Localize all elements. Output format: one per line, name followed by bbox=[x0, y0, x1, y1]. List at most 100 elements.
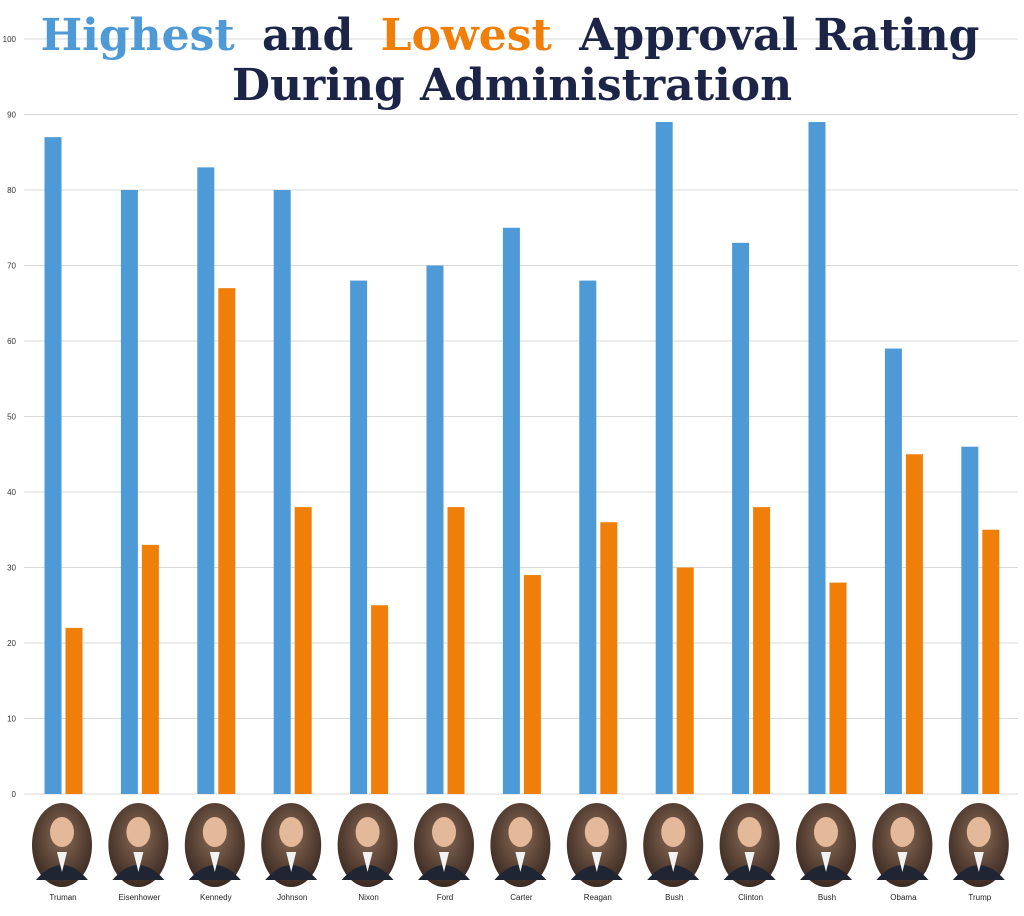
portrait-face bbox=[584, 817, 609, 847]
category-label: Kennedy bbox=[200, 893, 232, 902]
portrait-face bbox=[279, 817, 304, 847]
title-word-and: and bbox=[262, 10, 353, 61]
portrait-1 bbox=[32, 803, 92, 887]
category-label: Nixon bbox=[358, 893, 378, 902]
portrait-13 bbox=[948, 803, 1009, 887]
category-label: Johnson bbox=[277, 893, 307, 902]
bar-highest-5 bbox=[350, 280, 368, 795]
portrait-suit bbox=[265, 865, 318, 880]
portrait-suit bbox=[723, 865, 776, 880]
chart-title: Highest and Lowest Approval Rating Durin… bbox=[41, 10, 980, 111]
portrait-face bbox=[890, 817, 915, 847]
bar-lowest-9 bbox=[676, 567, 694, 794]
portrait-shirt bbox=[209, 852, 220, 872]
y-tick-label: 90 bbox=[7, 111, 16, 120]
portrait-suit bbox=[876, 865, 929, 880]
category-label: Truman bbox=[49, 893, 76, 902]
portrait-face bbox=[432, 817, 456, 847]
category-labels: Truman Eisenhower Kennedy Johnson Nixon Ford C… bbox=[49, 893, 991, 902]
y-tick-label: 80 bbox=[7, 186, 16, 195]
portrait-shirt bbox=[897, 852, 908, 872]
category-label: Trump bbox=[968, 893, 991, 902]
bar-highest-8 bbox=[579, 280, 597, 795]
title-word-approval-rating: Approval Rating bbox=[578, 10, 979, 61]
y-tick-label: 30 bbox=[7, 564, 16, 573]
portrait-5 bbox=[337, 803, 398, 887]
y-tick-label: 100 bbox=[3, 35, 17, 44]
category-label: Bush bbox=[665, 893, 683, 902]
bar-highest-6 bbox=[426, 265, 444, 794]
bar-lowest-8 bbox=[600, 522, 618, 794]
bar-highest-10 bbox=[732, 242, 750, 795]
bar-highest-7 bbox=[502, 227, 520, 794]
bar-highest-9 bbox=[655, 122, 673, 795]
portrait-shirt bbox=[591, 852, 602, 872]
title-line-1: Highest and Lowest Approval Rating bbox=[41, 10, 980, 61]
bar-lowest-11 bbox=[829, 582, 847, 794]
title-word-highest: Highest bbox=[41, 10, 236, 61]
portrait-face bbox=[508, 817, 533, 847]
bar-lowest-4 bbox=[294, 507, 312, 794]
portrait-6 bbox=[414, 803, 474, 887]
portrait-face bbox=[661, 817, 686, 847]
category-label: Reagan bbox=[584, 893, 612, 902]
gridlines bbox=[24, 38, 1018, 795]
category-label: Clinton bbox=[738, 893, 763, 902]
y-tick-label: 70 bbox=[7, 262, 16, 271]
title-word-lowest: Lowest bbox=[381, 10, 553, 61]
portrait-face bbox=[966, 817, 991, 847]
y-tick-label: 60 bbox=[7, 337, 16, 346]
title-line-2: During Administration bbox=[232, 60, 792, 111]
bar-highest-4 bbox=[273, 190, 291, 794]
portrait-suit bbox=[341, 865, 394, 880]
portrait-shirt bbox=[133, 852, 144, 872]
portrait-shirt bbox=[57, 852, 67, 872]
portrait-shirt bbox=[821, 852, 831, 872]
bar-lowest-3 bbox=[218, 288, 236, 794]
portrait-suit bbox=[952, 865, 1005, 880]
portrait-7 bbox=[490, 803, 551, 887]
portrait-12 bbox=[872, 803, 933, 887]
portrait-shirt bbox=[668, 852, 679, 872]
portrait-face bbox=[814, 817, 838, 847]
y-tick-label: 50 bbox=[7, 413, 16, 422]
y-tick-label: 20 bbox=[7, 639, 16, 648]
y-axis-ticks: 0 10 20 30 40 50 60 70 80 90 100 bbox=[3, 35, 17, 799]
portrait-face bbox=[202, 817, 227, 847]
portrait-8 bbox=[566, 803, 627, 887]
portrait-shirt bbox=[362, 852, 373, 872]
bar-highest-3 bbox=[197, 167, 215, 795]
y-tick-label: 40 bbox=[7, 488, 16, 497]
portrait-face bbox=[126, 817, 151, 847]
portrait-suit bbox=[418, 865, 470, 880]
category-label: Bush bbox=[818, 893, 836, 902]
bar-lowest-13 bbox=[982, 529, 1000, 794]
category-label: Obama bbox=[890, 893, 917, 902]
portrait-4 bbox=[261, 803, 322, 887]
portrait-3 bbox=[184, 803, 245, 887]
y-tick-label: 10 bbox=[7, 715, 16, 724]
portrait-shirt bbox=[515, 852, 526, 872]
portrait-shirt bbox=[286, 852, 297, 872]
category-label: Ford bbox=[437, 893, 453, 902]
portrait-suit bbox=[570, 865, 623, 880]
bar-highest-1 bbox=[44, 137, 62, 794]
portrait-shirt bbox=[973, 852, 984, 872]
bar-lowest-2 bbox=[141, 544, 159, 794]
portrait-face bbox=[737, 817, 762, 847]
bar-lowest-12 bbox=[905, 454, 923, 794]
bar-lowest-7 bbox=[523, 575, 541, 794]
portrait-suit bbox=[112, 865, 165, 880]
portrait-suit bbox=[647, 865, 700, 880]
portrait-2 bbox=[108, 803, 169, 887]
bar-lowest-6 bbox=[447, 507, 465, 794]
bar-highest-11 bbox=[808, 122, 826, 795]
portrait-suit bbox=[494, 865, 547, 880]
category-label: Eisenhower bbox=[118, 893, 160, 902]
portrait-10 bbox=[719, 803, 780, 887]
bar-highest-12 bbox=[884, 348, 902, 794]
portrait-shirt bbox=[439, 852, 449, 872]
y-tick-label: 0 bbox=[12, 790, 17, 799]
portrait-face bbox=[355, 817, 380, 847]
